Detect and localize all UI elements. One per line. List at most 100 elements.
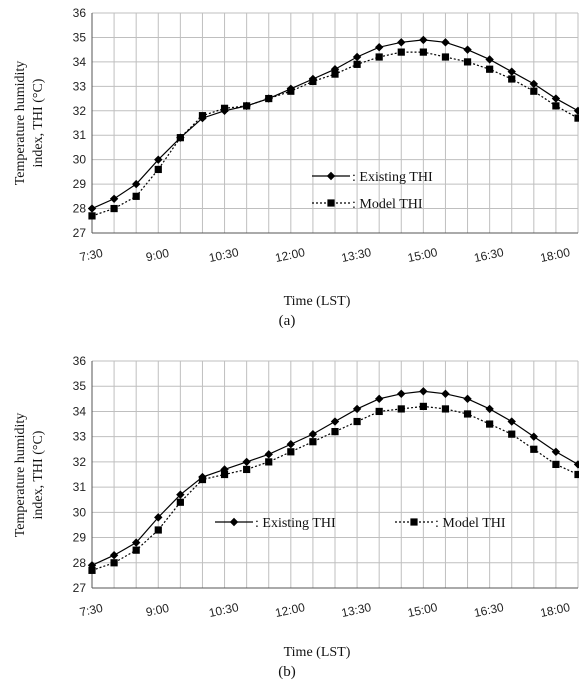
legend-label: : Model THI — [352, 197, 423, 212]
series-model-thi — [88, 402, 579, 574]
data-point — [463, 394, 472, 404]
x-tick-label: 10:30 — [208, 245, 241, 265]
data-point — [441, 38, 450, 47]
data-point — [529, 79, 539, 89]
data-point — [507, 67, 516, 76]
x-tick-label: 12:00 — [274, 600, 307, 620]
data-point — [397, 38, 406, 47]
data-point — [374, 43, 384, 52]
y-tick-label: 36 — [73, 354, 87, 368]
data-point — [486, 65, 494, 73]
y-tick-label: 31 — [73, 480, 87, 494]
legend-label: : Existing THI — [255, 516, 336, 531]
data-point — [419, 402, 427, 410]
y-tick-label: 28 — [73, 202, 87, 216]
data-point — [176, 490, 185, 499]
x-tick-label: 16:30 — [473, 245, 506, 265]
x-tick-label: 13:30 — [340, 245, 373, 265]
data-point — [243, 102, 251, 110]
data-point — [419, 387, 428, 396]
x-tick-label: 15:00 — [406, 245, 439, 265]
y-tick-label: 27 — [73, 581, 87, 595]
data-point — [131, 179, 141, 189]
y-tick-label: 29 — [73, 531, 87, 545]
data-point — [573, 106, 579, 115]
data-point — [551, 447, 561, 456]
legend-marker — [326, 171, 336, 181]
x-tick-label: 10:30 — [208, 600, 241, 620]
data-point — [176, 134, 184, 142]
series-existing-thi — [87, 387, 579, 570]
data-point — [132, 192, 140, 200]
data-point — [353, 60, 361, 68]
data-point — [309, 438, 317, 446]
panel-label: (b) — [278, 664, 296, 680]
data-point — [486, 420, 494, 428]
y-axis-title-line1: Temperature humidity — [13, 413, 28, 538]
data-point — [352, 52, 362, 62]
x-axis-title: Time (LST) — [284, 645, 351, 660]
y-tick-label: 30 — [73, 505, 87, 519]
data-point — [419, 35, 428, 45]
data-point — [397, 405, 405, 413]
data-point — [176, 498, 184, 506]
data-point — [463, 410, 472, 418]
y-tick-label: 31 — [73, 128, 87, 142]
y-tick-label: 36 — [73, 6, 87, 20]
y-tick-label: 33 — [73, 79, 87, 93]
data-point — [463, 45, 472, 54]
x-tick-label: 9:00 — [145, 246, 171, 265]
data-point — [87, 561, 97, 570]
data-point — [485, 55, 494, 64]
data-point — [551, 94, 561, 103]
data-point — [352, 404, 362, 414]
data-point — [243, 465, 251, 474]
panel-label: (a) — [279, 313, 296, 329]
data-point — [330, 417, 340, 426]
x-tick-label: 15:00 — [406, 600, 439, 620]
chart-panel-b: 27 28 29 30 31 32 33 34 35 36 7:30 9:00 10:30 12:00 13… — [13, 354, 579, 680]
data-point — [286, 440, 296, 449]
data-point — [331, 70, 339, 78]
data-point — [375, 407, 383, 416]
y-tick-label: 32 — [73, 455, 87, 469]
data-point — [265, 94, 273, 103]
data-point — [574, 470, 579, 479]
chart-panel-a: 27 28 29 30 31 32 33 34 35 36 7:30 9:00 10:30 12:00 13… — [13, 6, 579, 329]
data-point — [530, 87, 538, 95]
y-tick-label: 28 — [73, 556, 87, 570]
legend-label: : Model THI — [435, 516, 506, 531]
data-point — [397, 48, 405, 56]
data-point — [375, 53, 383, 61]
legend: : Existing THI : Model THI — [215, 516, 506, 531]
data-point — [508, 430, 516, 438]
x-axis-title: Time (LST) — [284, 294, 351, 309]
data-point — [530, 445, 538, 453]
data-point — [463, 58, 472, 66]
legend: : Existing THI : Model THI — [312, 170, 433, 212]
legend-label: : Existing THI — [352, 170, 433, 185]
data-point — [88, 212, 96, 220]
y-axis-title-line2: index, THI (°C) — [31, 78, 46, 167]
data-point — [552, 460, 560, 469]
data-point — [441, 389, 450, 398]
y-tick-label: 35 — [73, 30, 87, 44]
x-tick-label: 18:00 — [539, 600, 572, 620]
data-point — [309, 77, 317, 86]
x-tick-label: 9:00 — [145, 601, 171, 620]
data-point — [110, 559, 118, 567]
y-tick-label: 27 — [73, 226, 87, 240]
data-point — [529, 432, 539, 441]
x-tick-label: 13:30 — [340, 600, 373, 620]
y-tick-label: 34 — [73, 55, 87, 69]
legend-marker — [229, 517, 239, 527]
y-axis-title-line2: index, THI (°C) — [31, 430, 46, 519]
data-point — [154, 165, 162, 174]
series-model-thi — [88, 48, 579, 220]
x-tick-label: 12:00 — [274, 245, 307, 265]
data-point — [220, 470, 229, 479]
series-line — [91, 405, 579, 571]
y-tick-label: 29 — [73, 177, 87, 191]
data-point — [374, 394, 384, 404]
